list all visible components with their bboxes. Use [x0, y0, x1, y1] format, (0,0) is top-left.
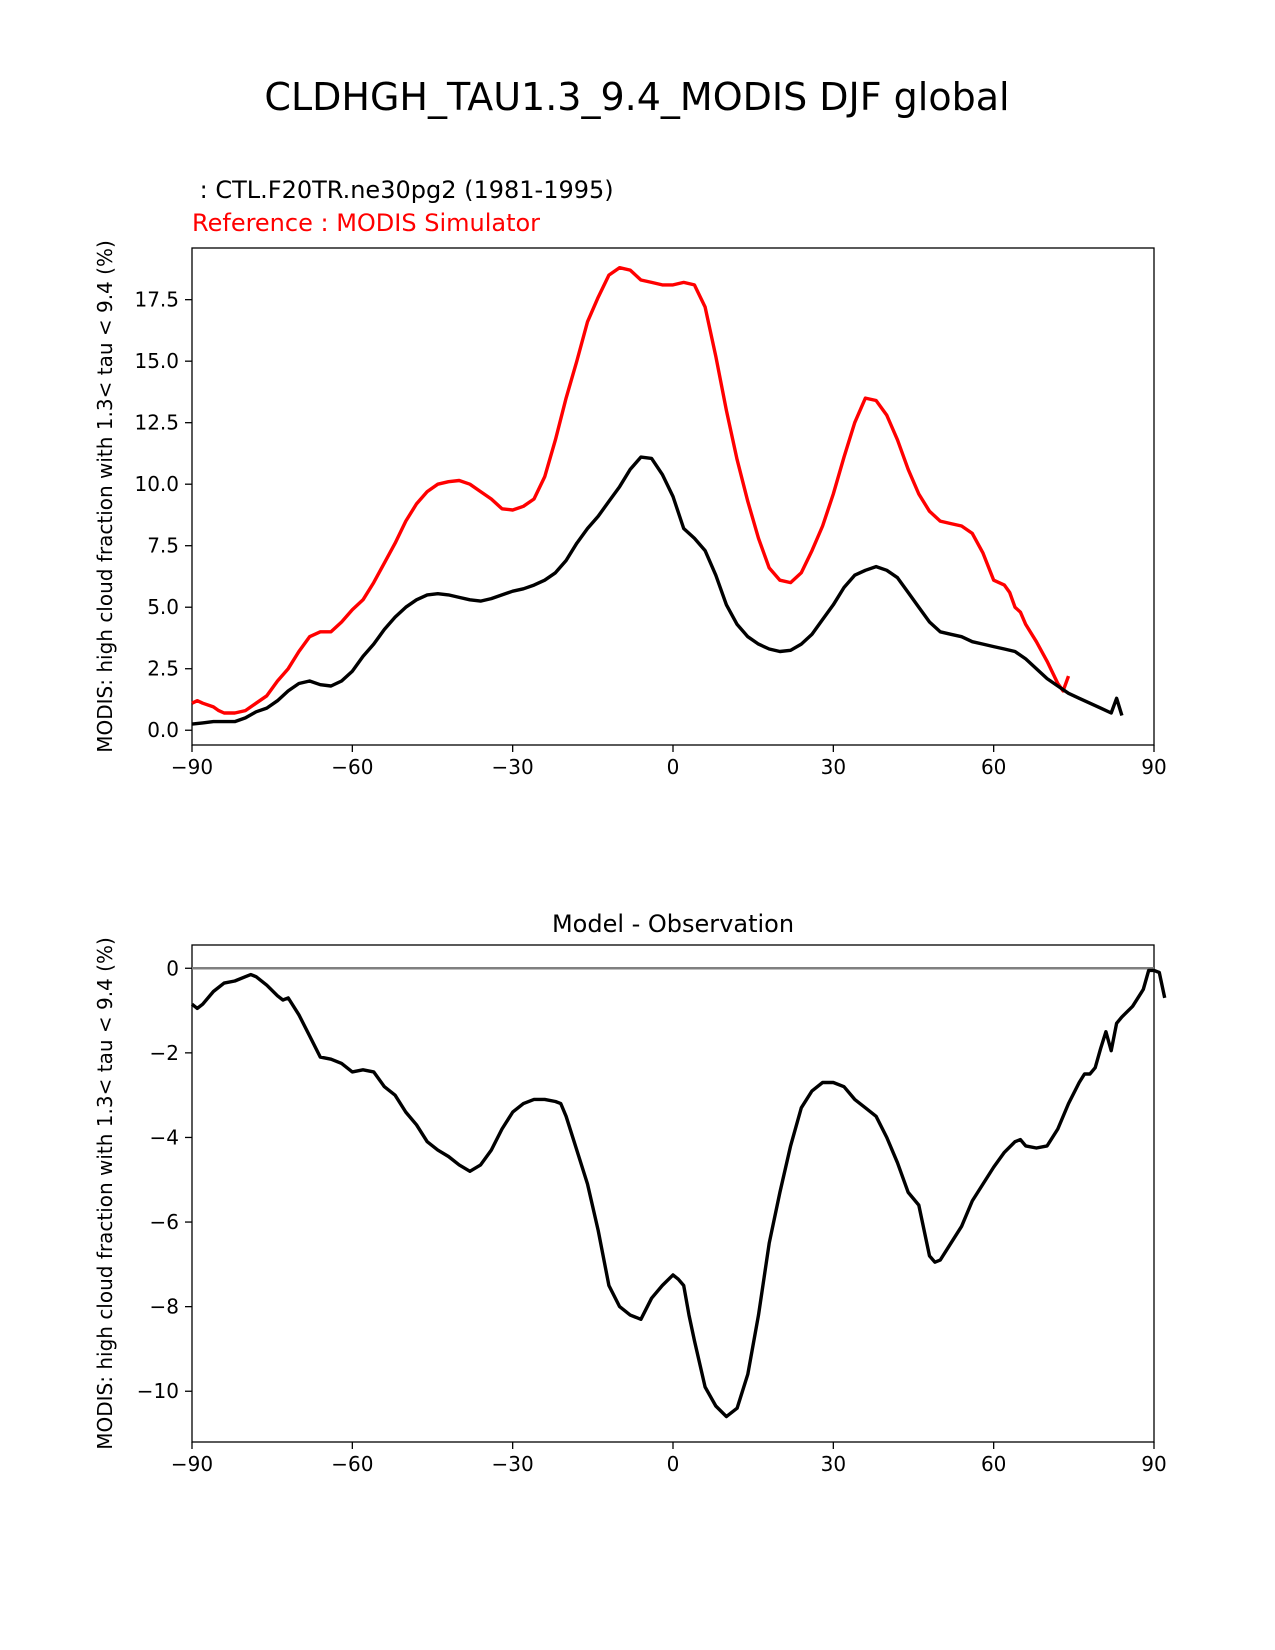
top-x-tick-label: 30 [821, 755, 846, 779]
top-x-tick-label: −60 [331, 755, 373, 779]
top-x-tick-label: −30 [492, 755, 534, 779]
bottom-y-tick-label: −6 [150, 1210, 179, 1234]
bottom-x-tick-label: 90 [1141, 1452, 1166, 1476]
top-y-axis-label: MODIS: high cloud fraction with 1.3< tau… [93, 240, 117, 752]
bottom-x-tick-label: 0 [667, 1452, 680, 1476]
top-y-tick-label: 5.0 [147, 595, 179, 619]
bottom-y-tick-label: −10 [137, 1379, 179, 1403]
bottom-x-ticks: −90 −60 −30 0 30 60 90 [171, 1442, 1167, 1476]
bottom-y-tick-label: −4 [150, 1125, 179, 1149]
top-y-tick-label: 10.0 [134, 472, 179, 496]
bottom-x-tick-label: −60 [331, 1452, 373, 1476]
reference-label: Reference : MODIS Simulator [192, 209, 540, 237]
top-y-tick-label: 15.0 [134, 349, 179, 373]
bottom-x-tick-label: 30 [821, 1452, 846, 1476]
bottom-series-group [190, 968, 1167, 1419]
bottom-x-tick-label: 60 [981, 1452, 1006, 1476]
top-series-line-1 [191, 455, 1124, 726]
top-y-tick-label: 17.5 [134, 288, 179, 312]
top-x-ticks: −90 −60 −30 0 30 60 90 [171, 745, 1167, 779]
top-x-tick-label: 0 [667, 755, 680, 779]
diff-title: Model - Observation [552, 910, 794, 938]
top-y-tick-label: 2.5 [147, 657, 179, 681]
bottom-x-tick-label: −30 [492, 1452, 534, 1476]
top-series-group [191, 266, 1124, 726]
top-series-line-0 [191, 266, 1071, 715]
top-y-ticks: 0.0 2.5 5.0 7.5 10.0 12.5 15.0 17.5 [134, 288, 192, 742]
top-y-tick-label: 12.5 [134, 411, 179, 435]
top-y-tick-label: 7.5 [147, 534, 179, 558]
top-x-tick-label: −90 [171, 755, 213, 779]
bottom-plot-frame [191, 944, 1155, 1443]
bottom-y-axis-label: MODIS: high cloud fraction with 1.3< tau… [93, 937, 117, 1449]
bottom-series-line-0 [190, 968, 1167, 1419]
bottom-y-tick-label: −8 [150, 1295, 179, 1319]
test-label: : CTL.F20TR.ne30pg2 (1981-1995) [192, 176, 614, 204]
bottom-y-ticks: 0 −2 −4 −6 −8 −10 [137, 956, 192, 1403]
bottom-y-tick-label: 0 [166, 956, 179, 980]
bottom-x-tick-label: −90 [171, 1452, 213, 1476]
figure-title: CLDHGH_TAU1.3_9.4_MODIS DJF global [264, 75, 1009, 119]
bottom-panel: Model - Observation MODIS: high cloud fr… [93, 910, 1167, 1476]
bottom-y-tick-label: −2 [150, 1041, 179, 1065]
top-y-tick-label: 0.0 [147, 718, 179, 742]
top-x-tick-label: 90 [1141, 755, 1166, 779]
top-x-tick-label: 60 [981, 755, 1006, 779]
top-panel: : CTL.F20TR.ne30pg2 (1981-1995) Referenc… [93, 176, 1167, 779]
